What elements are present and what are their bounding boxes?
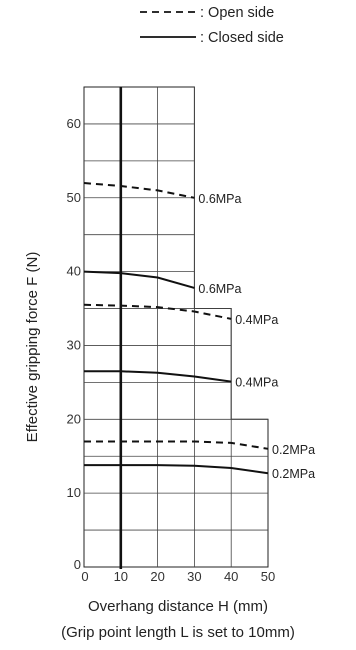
x-tick-label: 20: [150, 569, 164, 584]
series-line-solid: [84, 370, 232, 383]
y-tick-label: 60: [67, 116, 81, 131]
series-line-solid: [84, 464, 269, 475]
y-axis-label: Effective gripping force F (N): [24, 252, 41, 443]
series-label: 0.2MPa: [272, 467, 315, 481]
series-label: 0.6MPa: [198, 282, 241, 296]
series-label: 0.4MPa: [235, 376, 278, 390]
series-label: 0.4MPa: [235, 313, 278, 327]
y-tick-label: 0: [74, 557, 81, 572]
series-line-dashed: [83, 303, 232, 320]
y-tick-label: 30: [67, 337, 81, 352]
y-tick-label: 20: [67, 411, 81, 426]
plot-frame: [83, 86, 269, 568]
series-label: 0.6MPa: [198, 192, 241, 206]
y-tick-label: 40: [67, 264, 81, 279]
x-tick-label: 40: [224, 569, 238, 584]
series-line-solid: [83, 270, 195, 289]
x-axis-note: (Grip point length L is set to 10mm): [61, 624, 295, 641]
x-tick-label: 30: [187, 569, 201, 584]
x-tick-label: 50: [261, 569, 275, 584]
x-axis-label: Overhang distance H (mm): [88, 598, 268, 615]
series-line-dashed: [83, 182, 195, 199]
series-label: 0.2MPa: [272, 443, 315, 457]
x-tick-label: 10: [114, 569, 128, 584]
series-line-dashed: [84, 440, 269, 450]
y-tick-label: 50: [67, 190, 81, 205]
legend-label: : Closed side: [200, 30, 284, 46]
y-tick-label: 10: [67, 485, 81, 500]
legend-label: : Open side: [200, 5, 274, 21]
x-tick-label: 0: [81, 569, 88, 584]
